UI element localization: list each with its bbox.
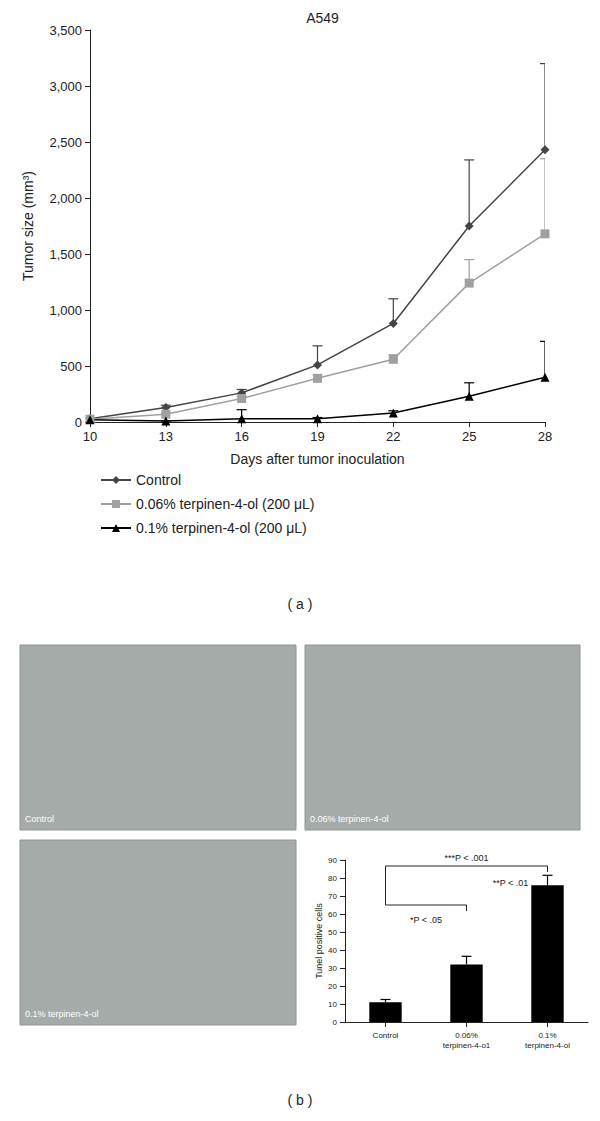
svg-text:22: 22 bbox=[386, 429, 400, 444]
svg-text:50: 50 bbox=[328, 928, 337, 937]
svg-text:19: 19 bbox=[310, 429, 324, 444]
svg-text:Control: Control bbox=[136, 472, 181, 488]
svg-text:25: 25 bbox=[462, 429, 476, 444]
svg-text:A549: A549 bbox=[306, 10, 339, 26]
svg-text:terpinen-4-ol: terpinen-4-ol bbox=[525, 1041, 570, 1050]
svg-text:0.06% terpinen-4-ol: 0.06% terpinen-4-ol bbox=[310, 814, 389, 824]
svg-text:13: 13 bbox=[159, 429, 173, 444]
svg-text:20: 20 bbox=[328, 982, 337, 991]
svg-text:1,000: 1,000 bbox=[49, 303, 82, 318]
svg-text:1,500: 1,500 bbox=[49, 247, 82, 262]
svg-text:Tumor size (mm³): Tumor size (mm³) bbox=[20, 171, 36, 281]
svg-text:0.1%: 0.1% bbox=[538, 1031, 556, 1040]
svg-text:80: 80 bbox=[328, 874, 337, 883]
svg-text:90: 90 bbox=[328, 856, 337, 865]
svg-text:3,000: 3,000 bbox=[49, 79, 82, 94]
svg-text:*P < .05: *P < .05 bbox=[410, 915, 442, 925]
svg-text:10: 10 bbox=[83, 429, 97, 444]
svg-text:0: 0 bbox=[75, 415, 82, 430]
svg-text:0.06%: 0.06% bbox=[455, 1031, 478, 1040]
svg-text:2,500: 2,500 bbox=[49, 135, 82, 150]
svg-text:0.06% terpinen-4-ol (200 μL): 0.06% terpinen-4-ol (200 μL) bbox=[136, 496, 315, 512]
svg-text:28: 28 bbox=[538, 429, 552, 444]
svg-text:3,500: 3,500 bbox=[49, 23, 82, 38]
svg-text:10: 10 bbox=[328, 1000, 337, 1009]
svg-text:Tunel positive cells: Tunel positive cells bbox=[314, 903, 324, 979]
svg-text:60: 60 bbox=[328, 910, 337, 919]
svg-text:( a ): ( a ) bbox=[288, 596, 313, 612]
svg-text:2,000: 2,000 bbox=[49, 191, 82, 206]
svg-text:terpinen-4-o1: terpinen-4-o1 bbox=[443, 1041, 491, 1050]
svg-text:70: 70 bbox=[328, 892, 337, 901]
svg-text:500: 500 bbox=[60, 359, 82, 374]
svg-text:0.1% terpinen-4-ol (200 μL): 0.1% terpinen-4-ol (200 μL) bbox=[136, 520, 307, 536]
svg-text:**P < .01: **P < .01 bbox=[493, 878, 529, 888]
svg-text:30: 30 bbox=[328, 964, 337, 973]
svg-text:Days after tumor inoculation: Days after tumor inoculation bbox=[230, 451, 404, 467]
svg-text:0: 0 bbox=[333, 1018, 338, 1027]
svg-text:40: 40 bbox=[328, 946, 337, 955]
svg-text:***P < .001: ***P < .001 bbox=[444, 853, 488, 863]
svg-text:( b ): ( b ) bbox=[288, 1092, 313, 1108]
svg-text:16: 16 bbox=[234, 429, 248, 444]
svg-text:0.1% terpinen-4-ol: 0.1% terpinen-4-ol bbox=[25, 1009, 99, 1019]
svg-text:Control: Control bbox=[373, 1031, 399, 1040]
svg-text:Control: Control bbox=[25, 814, 54, 824]
